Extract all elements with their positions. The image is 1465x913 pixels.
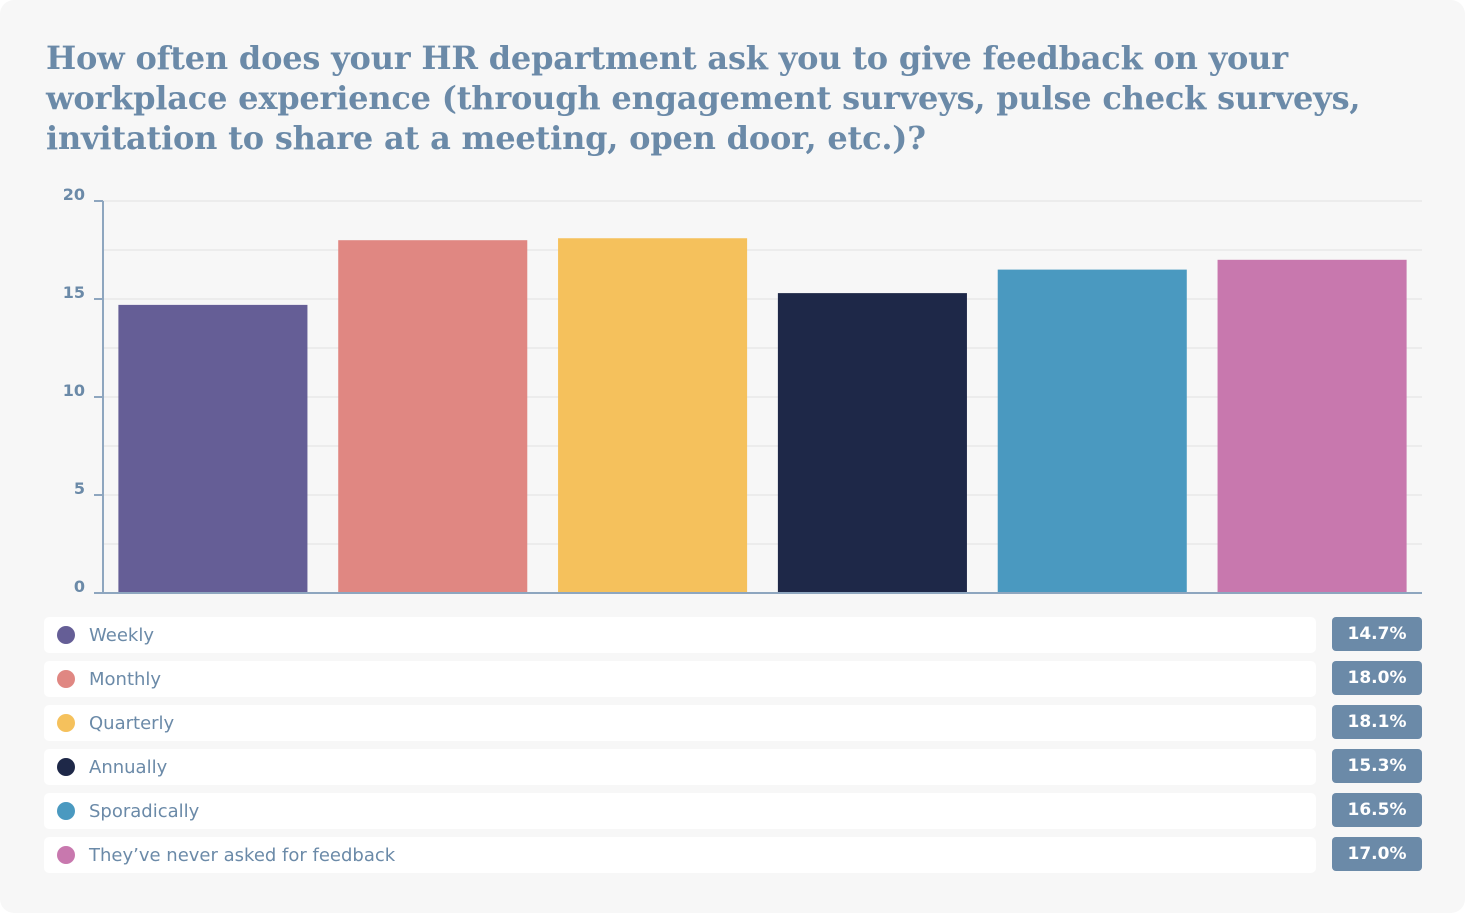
legend-label: Monthly [89, 669, 162, 690]
legend-item-background: Sporadically [44, 793, 1316, 829]
bar-5 [1217, 259, 1407, 593]
legend-item: They’ve never asked for feedback 17.0% [44, 837, 1422, 873]
bar-2 [558, 238, 748, 594]
y-tick-label: 20 [63, 185, 85, 204]
legend-label: They’ve never asked for feedback [89, 845, 396, 866]
legend-color-swatch [57, 670, 75, 688]
axes: 0 5 10 15 20 [63, 185, 1422, 596]
legend-item-background: Quarterly [44, 705, 1316, 741]
legend-value-badge: 16.5% [1332, 793, 1422, 827]
legend-label: Sporadically [89, 801, 200, 822]
y-tick-label: 15 [63, 283, 85, 302]
legend-item: Sporadically 16.5% [44, 793, 1422, 829]
legend-color-swatch [57, 758, 75, 776]
bar-0 [118, 304, 308, 593]
legend-item-background: Monthly [44, 661, 1316, 697]
legend: Weekly 14.7% Monthly 18.0% Quarterly 18.1% Ann… [44, 617, 1422, 881]
legend-item-background: Weekly [44, 617, 1316, 653]
chart-title: How often does your HR department ask yo… [46, 39, 1361, 157]
legend-value-badge: 15.3% [1332, 749, 1422, 783]
legend-label: Quarterly [89, 713, 175, 734]
legend-color-swatch [57, 802, 75, 820]
legend-value-badge: 18.1% [1332, 705, 1422, 739]
legend-item: Quarterly 18.1% [44, 705, 1422, 741]
legend-value-badge: 18.0% [1332, 661, 1422, 695]
bars [118, 238, 1407, 594]
legend-item: Monthly 18.0% [44, 661, 1422, 697]
gridlines [103, 200, 1422, 545]
legend-color-swatch [57, 626, 75, 644]
legend-color-swatch [57, 846, 75, 864]
legend-item: Weekly 14.7% [44, 617, 1422, 653]
legend-item: Annually 15.3% [44, 749, 1422, 785]
bar-4 [997, 269, 1187, 593]
legend-item-background: They’ve never asked for feedback [44, 837, 1316, 873]
legend-item-background: Annually [44, 749, 1316, 785]
y-tick-label: 10 [63, 381, 85, 400]
legend-label: Annually [89, 757, 168, 778]
bar-1 [338, 240, 528, 593]
y-tick-label: 5 [74, 479, 85, 498]
legend-label: Weekly [89, 625, 154, 646]
legend-color-swatch [57, 714, 75, 732]
y-tick-label: 0 [74, 577, 85, 596]
bar-3 [777, 293, 967, 593]
legend-value-badge: 14.7% [1332, 617, 1422, 651]
legend-value-badge: 17.0% [1332, 837, 1422, 871]
